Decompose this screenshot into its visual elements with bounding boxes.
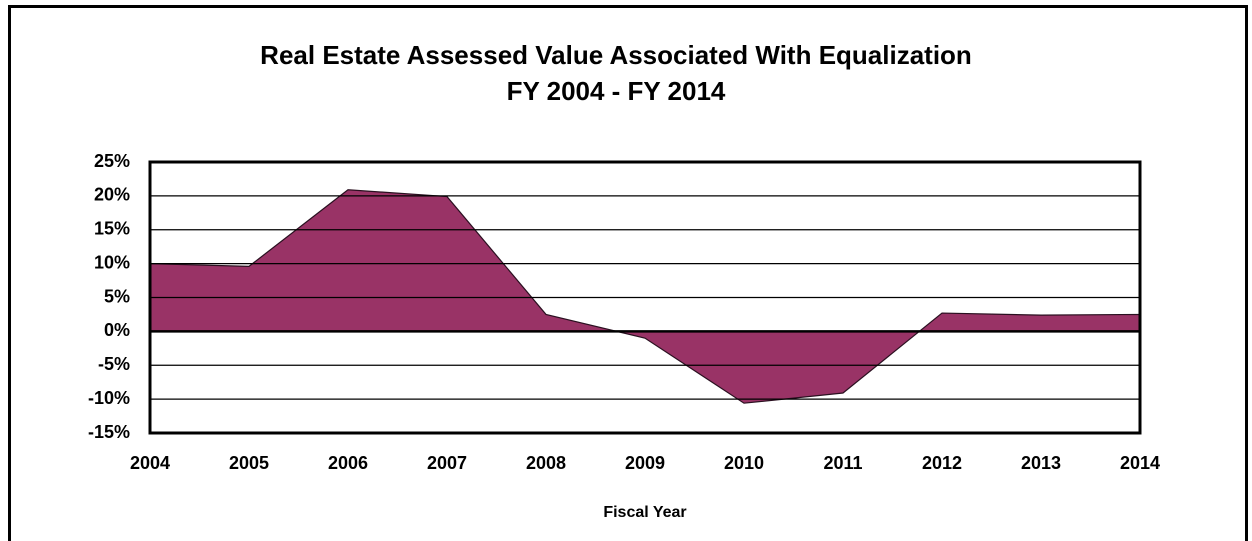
x-tick-label: 2012 [922,453,962,473]
y-tick-label: -10% [88,388,130,408]
area [149,189,1141,404]
x-tick-label: 2009 [625,453,665,473]
x-tick-label: 2014 [1120,453,1160,473]
x-tick-label: 2006 [328,453,368,473]
frame [8,5,1248,541]
y-tick-label: 20% [94,185,130,205]
chart-subtitle: FY 2004 - FY 2014 [507,76,726,106]
x-tick-label: 2013 [1021,453,1061,473]
y-tick-label: 15% [94,219,130,239]
y-tick-label: 10% [94,252,130,272]
x-tick-label: 2011 [823,453,862,473]
plot-border [148,160,1142,435]
x-tick-label: 2004 [130,453,170,473]
x-tick-label: 2010 [724,453,764,473]
chart-title: Real Estate Assessed Value Associated Wi… [260,40,972,70]
y-tick-label: 0% [104,320,130,340]
x-tick-label: 2008 [526,453,566,473]
x-tick-label: 2005 [229,453,269,473]
y-tick-label: 25% [94,151,130,171]
y-tick-label: 5% [104,286,130,306]
y-tick-label: -15% [88,422,130,442]
x-axis-label: Fiscal Year [603,504,686,521]
y-tick-label: -5% [98,354,130,374]
x-tick-label: 2007 [427,453,467,473]
